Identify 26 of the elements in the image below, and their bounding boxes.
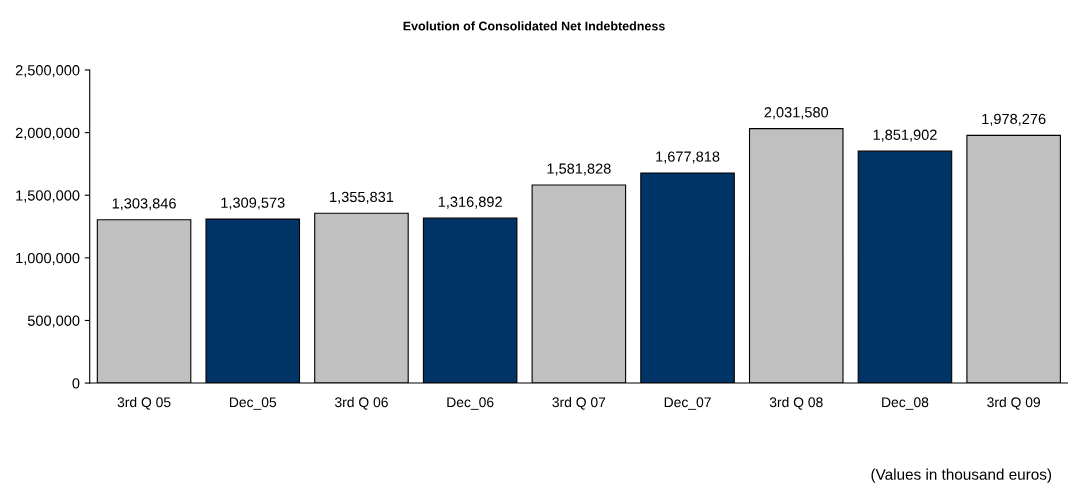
chart-title: Evolution of Consolidated Net Indebtedness (403, 21, 665, 31)
data-label: 1,581,828 (547, 163, 611, 176)
x-tick-label: 3rd Q 07 (552, 396, 606, 410)
data-label: 2,031,580 (764, 107, 829, 120)
data-label: 1,309,573 (221, 197, 285, 210)
text: (Values in thousand euros) (871, 468, 1052, 483)
x-tick-label: Dec_07 (664, 397, 711, 410)
x-tick-label: 3rd Q 06 (334, 396, 388, 410)
data-label: 1,677,818 (656, 151, 720, 164)
y-tick-label: 2,500,000 (15, 65, 80, 78)
y-tick-label: 1,500,000 (16, 190, 80, 203)
x-tick-label: 3rd Q 09 (987, 396, 1041, 410)
y-tick-label: 2,000,000 (15, 127, 80, 140)
x-tick-label: 3rd Q 08 (769, 396, 823, 410)
data-label: 1,303,846 (112, 198, 176, 211)
x-tick-label: Dec_06 (447, 397, 494, 410)
data-label: 1,978,276 (982, 113, 1046, 126)
x-tick-label: Dec_05 (229, 397, 277, 410)
data-label: 1,355,831 (330, 191, 394, 204)
y-tick-label: 1,000,000 (16, 252, 80, 265)
data-label: 1,316,892 (438, 196, 502, 209)
data-label: 1,851,902 (873, 129, 937, 142)
x-tick-label: Dec_08 (882, 397, 929, 410)
y-tick-label: 500,000 (27, 315, 80, 328)
x-tick-label: 3rd Q 05 (117, 396, 171, 410)
y-tick-label: 0 (72, 378, 80, 389)
